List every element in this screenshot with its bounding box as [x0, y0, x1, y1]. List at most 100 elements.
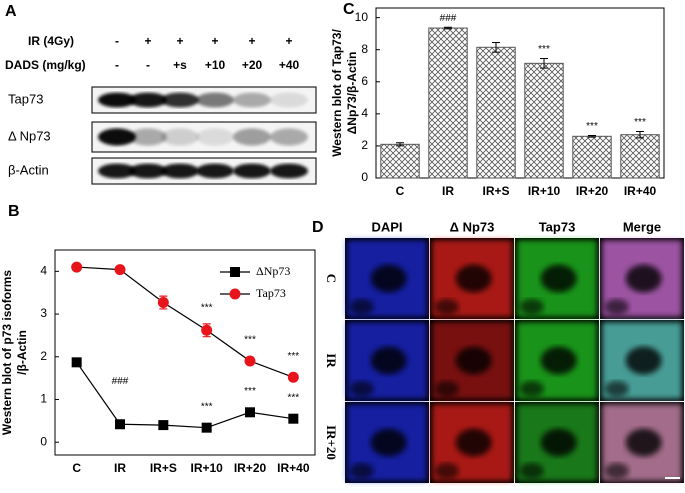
bar	[476, 46, 516, 179]
ir-sign: +	[285, 34, 292, 48]
legend-label: ΔNp73	[256, 264, 290, 278]
y-tick-label: 3	[40, 306, 47, 320]
lumen	[540, 346, 577, 375]
panel-label: B	[8, 203, 20, 220]
lumen	[434, 380, 459, 397]
blot-band	[161, 128, 199, 146]
blot-band	[233, 128, 271, 146]
ir-sign: -	[115, 34, 119, 48]
bar	[380, 143, 420, 179]
marker	[288, 413, 299, 424]
lumen	[349, 298, 374, 315]
blot-band	[98, 128, 136, 146]
ir-sign: +	[211, 34, 218, 48]
lumen	[519, 380, 544, 397]
bar	[428, 27, 468, 179]
lumen	[370, 346, 407, 375]
y-tick-label: 10	[355, 10, 369, 24]
lumen	[349, 380, 374, 397]
column-label: Tap73	[539, 219, 576, 234]
blot-band	[270, 128, 308, 146]
y-tick-label: 0	[40, 434, 47, 448]
x-tick-label: IR+40	[624, 184, 657, 198]
marker	[71, 261, 83, 273]
ir-sign: +	[176, 34, 183, 48]
blot-band	[196, 128, 234, 146]
x-tick-label: IR+40	[277, 461, 310, 475]
dads-sign: +10	[205, 58, 226, 72]
legend-label: Tap73	[256, 286, 286, 300]
blot-band	[161, 163, 199, 179]
band-label: Tap73	[8, 91, 43, 106]
dads-label: DADS (mg/kg)	[5, 58, 86, 72]
lumen	[604, 462, 629, 479]
significance: ***	[634, 117, 646, 128]
y-axis-label: Western blot of p73 isoforms	[0, 270, 14, 435]
significance: ***	[244, 386, 256, 397]
marker	[115, 419, 125, 430]
y-tick-label: 1	[40, 392, 47, 406]
lumen	[370, 428, 407, 457]
blot-band	[270, 163, 308, 179]
x-tick-label: IR	[114, 461, 126, 475]
bar	[620, 134, 660, 179]
x-tick-label: IR+20	[234, 461, 267, 475]
blot-band	[196, 92, 234, 108]
x-tick-label: IR+S	[482, 184, 509, 198]
x-tick-label: C	[396, 184, 405, 198]
y-tick-label: 4	[361, 106, 368, 120]
column-label: DAPI	[371, 219, 402, 234]
x-tick-label: C	[72, 461, 81, 475]
x-tick-label: IR+10	[528, 184, 561, 198]
marker	[71, 357, 82, 368]
x-tick-label: IR+20	[576, 184, 609, 198]
marker	[158, 420, 169, 431]
series-line	[76, 266, 294, 378]
blot-band	[233, 92, 271, 108]
dads-sign: +40	[279, 58, 300, 72]
band-label: β-Actin	[8, 162, 49, 177]
blot-band	[233, 163, 271, 179]
blot-band	[270, 92, 308, 108]
plot-frame	[375, 7, 665, 179]
blot-band	[196, 163, 234, 179]
error-bar	[588, 135, 596, 138]
significance: ***	[586, 121, 598, 132]
y-axis-label: /β-Actin	[15, 330, 29, 375]
marker	[201, 324, 213, 336]
x-tick-label: IR	[442, 184, 454, 198]
row-label: IR	[324, 353, 339, 368]
bar	[572, 135, 612, 179]
significance: ***	[287, 351, 299, 362]
y-tick-label: 0	[361, 170, 368, 184]
lumen	[519, 298, 544, 315]
lumen	[434, 462, 459, 479]
ir-sign: +	[248, 34, 255, 48]
row-label: C	[324, 274, 339, 283]
legend-marker	[229, 288, 241, 300]
lumen	[455, 346, 492, 375]
lumen	[625, 264, 662, 293]
dads-sign: -	[146, 58, 150, 72]
y-axis-label: Western blot of Tap73/	[330, 29, 344, 157]
error-bar	[636, 130, 644, 139]
lumen	[519, 462, 544, 479]
dads-sign: +s	[173, 58, 187, 72]
error-bar	[396, 142, 404, 147]
bar	[524, 62, 564, 179]
series-line	[76, 361, 294, 429]
lumen	[540, 428, 577, 457]
blot	[91, 157, 317, 185]
lumen	[455, 428, 492, 457]
error-bar	[492, 41, 500, 53]
marker	[287, 371, 299, 383]
blot-band	[129, 163, 167, 179]
blot-band	[161, 92, 199, 108]
panel-label: D	[312, 219, 324, 236]
lumen	[625, 428, 662, 457]
panel-label: C	[343, 1, 355, 18]
ir-label: IR (4Gy)	[28, 34, 74, 48]
row-label: IR+20	[324, 425, 339, 460]
lumen	[370, 264, 407, 293]
